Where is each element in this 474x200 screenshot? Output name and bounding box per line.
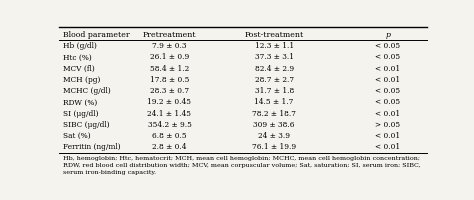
Text: SI (μg/dl): SI (μg/dl): [63, 110, 99, 118]
Text: 24.1 ± 1.45: 24.1 ± 1.45: [147, 110, 191, 118]
Text: < 0.01: < 0.01: [375, 143, 401, 151]
Text: > 0.05: > 0.05: [375, 121, 401, 129]
Text: SIBC (μg/dl): SIBC (μg/dl): [63, 121, 109, 129]
Text: 78.2 ± 18.7: 78.2 ± 18.7: [252, 110, 296, 118]
Text: MCV (fl): MCV (fl): [63, 65, 95, 73]
Text: Hb (g/dl): Hb (g/dl): [63, 42, 97, 50]
Text: Hb, hemoglobin; Htc, hematocrit; MCH, mean cell hemoglobin; MCHC, mean cell hemo: Hb, hemoglobin; Htc, hematocrit; MCH, me…: [63, 156, 420, 175]
Text: 37.3 ± 3.1: 37.3 ± 3.1: [255, 53, 294, 61]
Text: 19.2 ± 0.45: 19.2 ± 0.45: [147, 98, 191, 106]
Text: Post-treatment: Post-treatment: [245, 31, 304, 39]
Text: < 0.01: < 0.01: [375, 76, 401, 84]
Text: 28.7 ± 2.7: 28.7 ± 2.7: [255, 76, 294, 84]
Text: 26.1 ± 0.9: 26.1 ± 0.9: [150, 53, 189, 61]
Text: 76.1 ± 19.9: 76.1 ± 19.9: [252, 143, 296, 151]
Text: 82.4 ± 2.9: 82.4 ± 2.9: [255, 65, 294, 73]
Text: MCH (pg): MCH (pg): [63, 76, 100, 84]
Text: < 0.05: < 0.05: [375, 42, 401, 50]
Text: 17.8 ± 0.5: 17.8 ± 0.5: [150, 76, 189, 84]
Text: 309 ± 38.6: 309 ± 38.6: [254, 121, 295, 129]
Text: Blood parameter: Blood parameter: [63, 31, 130, 39]
Text: Ferritin (ng/ml): Ferritin (ng/ml): [63, 143, 120, 151]
Text: < 0.01: < 0.01: [375, 65, 401, 73]
Text: < 0.01: < 0.01: [375, 110, 401, 118]
Text: < 0.05: < 0.05: [375, 98, 401, 106]
Text: 14.5 ± 1.7: 14.5 ± 1.7: [255, 98, 294, 106]
Text: 58.4 ± 1.2: 58.4 ± 1.2: [150, 65, 189, 73]
Text: < 0.05: < 0.05: [375, 53, 401, 61]
Text: < 0.05: < 0.05: [375, 87, 401, 95]
Text: Pretreatment: Pretreatment: [143, 31, 196, 39]
Text: 24 ± 3.9: 24 ± 3.9: [258, 132, 290, 140]
Text: p: p: [385, 31, 391, 39]
Text: < 0.01: < 0.01: [375, 132, 401, 140]
Text: 31.7 ± 1.8: 31.7 ± 1.8: [255, 87, 294, 95]
Text: 354.2 ± 9.5: 354.2 ± 9.5: [147, 121, 191, 129]
Text: Sat (%): Sat (%): [63, 132, 91, 140]
Text: 12.3 ± 1.1: 12.3 ± 1.1: [255, 42, 294, 50]
Text: 6.8 ± 0.5: 6.8 ± 0.5: [152, 132, 187, 140]
Text: 2.8 ± 0.4: 2.8 ± 0.4: [152, 143, 187, 151]
Text: MCHC (g/dl): MCHC (g/dl): [63, 87, 110, 95]
Text: Htc (%): Htc (%): [63, 53, 91, 61]
Text: 28.3 ± 0.7: 28.3 ± 0.7: [150, 87, 189, 95]
Text: RDW (%): RDW (%): [63, 98, 97, 106]
Text: 7.9 ± 0.3: 7.9 ± 0.3: [152, 42, 187, 50]
